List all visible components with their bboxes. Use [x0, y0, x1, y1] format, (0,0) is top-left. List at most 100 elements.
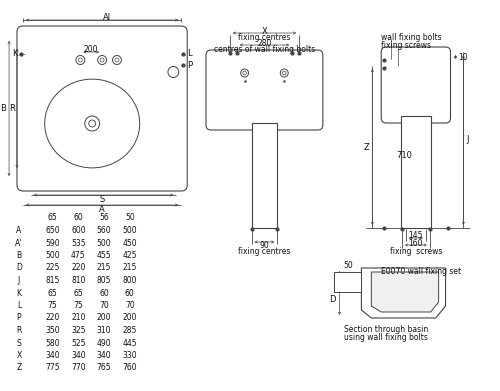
Circle shape — [100, 58, 104, 62]
Text: fixing screws: fixing screws — [381, 41, 431, 50]
Text: 220: 220 — [71, 264, 86, 273]
Text: 310: 310 — [97, 326, 112, 335]
Text: J: J — [18, 276, 20, 285]
Text: 65: 65 — [48, 289, 58, 298]
Text: 210: 210 — [71, 314, 86, 323]
Text: 490: 490 — [97, 339, 112, 348]
Text: 500: 500 — [97, 239, 112, 248]
Text: 445: 445 — [122, 339, 137, 348]
Circle shape — [115, 58, 119, 62]
Circle shape — [112, 56, 122, 65]
Text: 500: 500 — [122, 226, 137, 235]
Text: 65: 65 — [48, 213, 58, 222]
Text: 450: 450 — [122, 239, 137, 248]
Text: Z: Z — [364, 142, 370, 151]
Text: X: X — [262, 27, 268, 36]
Text: 160: 160 — [408, 239, 423, 248]
Text: K: K — [16, 289, 21, 298]
Circle shape — [85, 116, 100, 131]
Text: Z: Z — [16, 364, 21, 373]
Text: A: A — [99, 204, 105, 213]
Polygon shape — [362, 268, 446, 318]
Circle shape — [78, 58, 82, 62]
Text: wall fixing bolts: wall fixing bolts — [381, 34, 442, 43]
Text: R: R — [9, 104, 15, 113]
Text: 60: 60 — [99, 289, 109, 298]
Text: 800: 800 — [122, 276, 137, 285]
Text: using wall fixing bolts: using wall fixing bolts — [344, 334, 428, 343]
Text: J: J — [466, 136, 469, 145]
Text: X: X — [16, 351, 21, 360]
Text: 285: 285 — [122, 326, 137, 335]
Text: 475: 475 — [71, 251, 86, 260]
Text: 650: 650 — [46, 226, 60, 235]
Text: 775: 775 — [46, 364, 60, 373]
FancyBboxPatch shape — [17, 26, 187, 191]
Text: 425: 425 — [122, 251, 137, 260]
Text: 815: 815 — [46, 276, 60, 285]
Bar — [401, 116, 430, 228]
Text: S: S — [100, 194, 104, 203]
Text: R: R — [16, 326, 21, 335]
Circle shape — [76, 56, 85, 65]
Text: 65: 65 — [74, 289, 83, 298]
Text: 770: 770 — [71, 364, 86, 373]
Ellipse shape — [44, 79, 140, 168]
Text: 200: 200 — [97, 314, 112, 323]
Text: 560: 560 — [97, 226, 112, 235]
Text: D: D — [16, 264, 22, 273]
Text: D: D — [329, 296, 336, 305]
Text: 200: 200 — [122, 314, 137, 323]
Text: 215: 215 — [122, 264, 137, 273]
Text: 90: 90 — [260, 240, 270, 249]
Text: 500: 500 — [46, 251, 60, 260]
Text: 710: 710 — [396, 151, 412, 160]
Text: 525: 525 — [71, 339, 86, 348]
Text: fixing  screws: fixing screws — [390, 246, 442, 255]
Text: 580: 580 — [46, 339, 60, 348]
Text: P: P — [186, 61, 192, 70]
Text: L: L — [17, 301, 21, 310]
Text: 215: 215 — [97, 264, 112, 273]
Text: 75: 75 — [48, 301, 58, 310]
Text: 340: 340 — [71, 351, 86, 360]
Text: 280: 280 — [257, 38, 272, 47]
Text: 50: 50 — [125, 213, 134, 222]
Text: E0070 wall fixing set: E0070 wall fixing set — [381, 267, 462, 276]
Text: A': A' — [16, 239, 22, 248]
Text: K: K — [12, 50, 18, 59]
Bar — [334, 272, 361, 292]
Text: 325: 325 — [71, 326, 86, 335]
Text: B: B — [0, 104, 6, 113]
Text: 455: 455 — [97, 251, 112, 260]
Text: Section through basin: Section through basin — [344, 325, 428, 334]
Text: 765: 765 — [97, 364, 112, 373]
Text: 56: 56 — [99, 213, 109, 222]
Text: 340: 340 — [46, 351, 60, 360]
Circle shape — [243, 71, 246, 75]
Circle shape — [88, 120, 96, 127]
Text: 10: 10 — [458, 52, 468, 61]
Text: 75: 75 — [74, 301, 83, 310]
Text: 70: 70 — [99, 301, 109, 310]
FancyBboxPatch shape — [206, 50, 323, 130]
Polygon shape — [372, 272, 438, 312]
Text: 200: 200 — [84, 45, 98, 54]
Text: 330: 330 — [122, 351, 137, 360]
Text: 145: 145 — [408, 231, 423, 240]
Text: fixing centres: fixing centres — [238, 32, 290, 41]
Text: 60: 60 — [125, 289, 134, 298]
Text: 50: 50 — [344, 262, 353, 271]
Text: 340: 340 — [97, 351, 112, 360]
Text: 70: 70 — [125, 301, 134, 310]
Text: B: B — [16, 251, 21, 260]
Bar — [252, 123, 278, 228]
Text: 760: 760 — [122, 364, 137, 373]
Circle shape — [98, 56, 106, 65]
Text: 60: 60 — [74, 213, 83, 222]
Text: centres of wall fixing bolts: centres of wall fixing bolts — [214, 45, 315, 54]
Text: S: S — [16, 339, 21, 348]
Text: Al: Al — [103, 13, 111, 22]
Text: fixing centres: fixing centres — [238, 248, 290, 256]
Text: 590: 590 — [46, 239, 60, 248]
